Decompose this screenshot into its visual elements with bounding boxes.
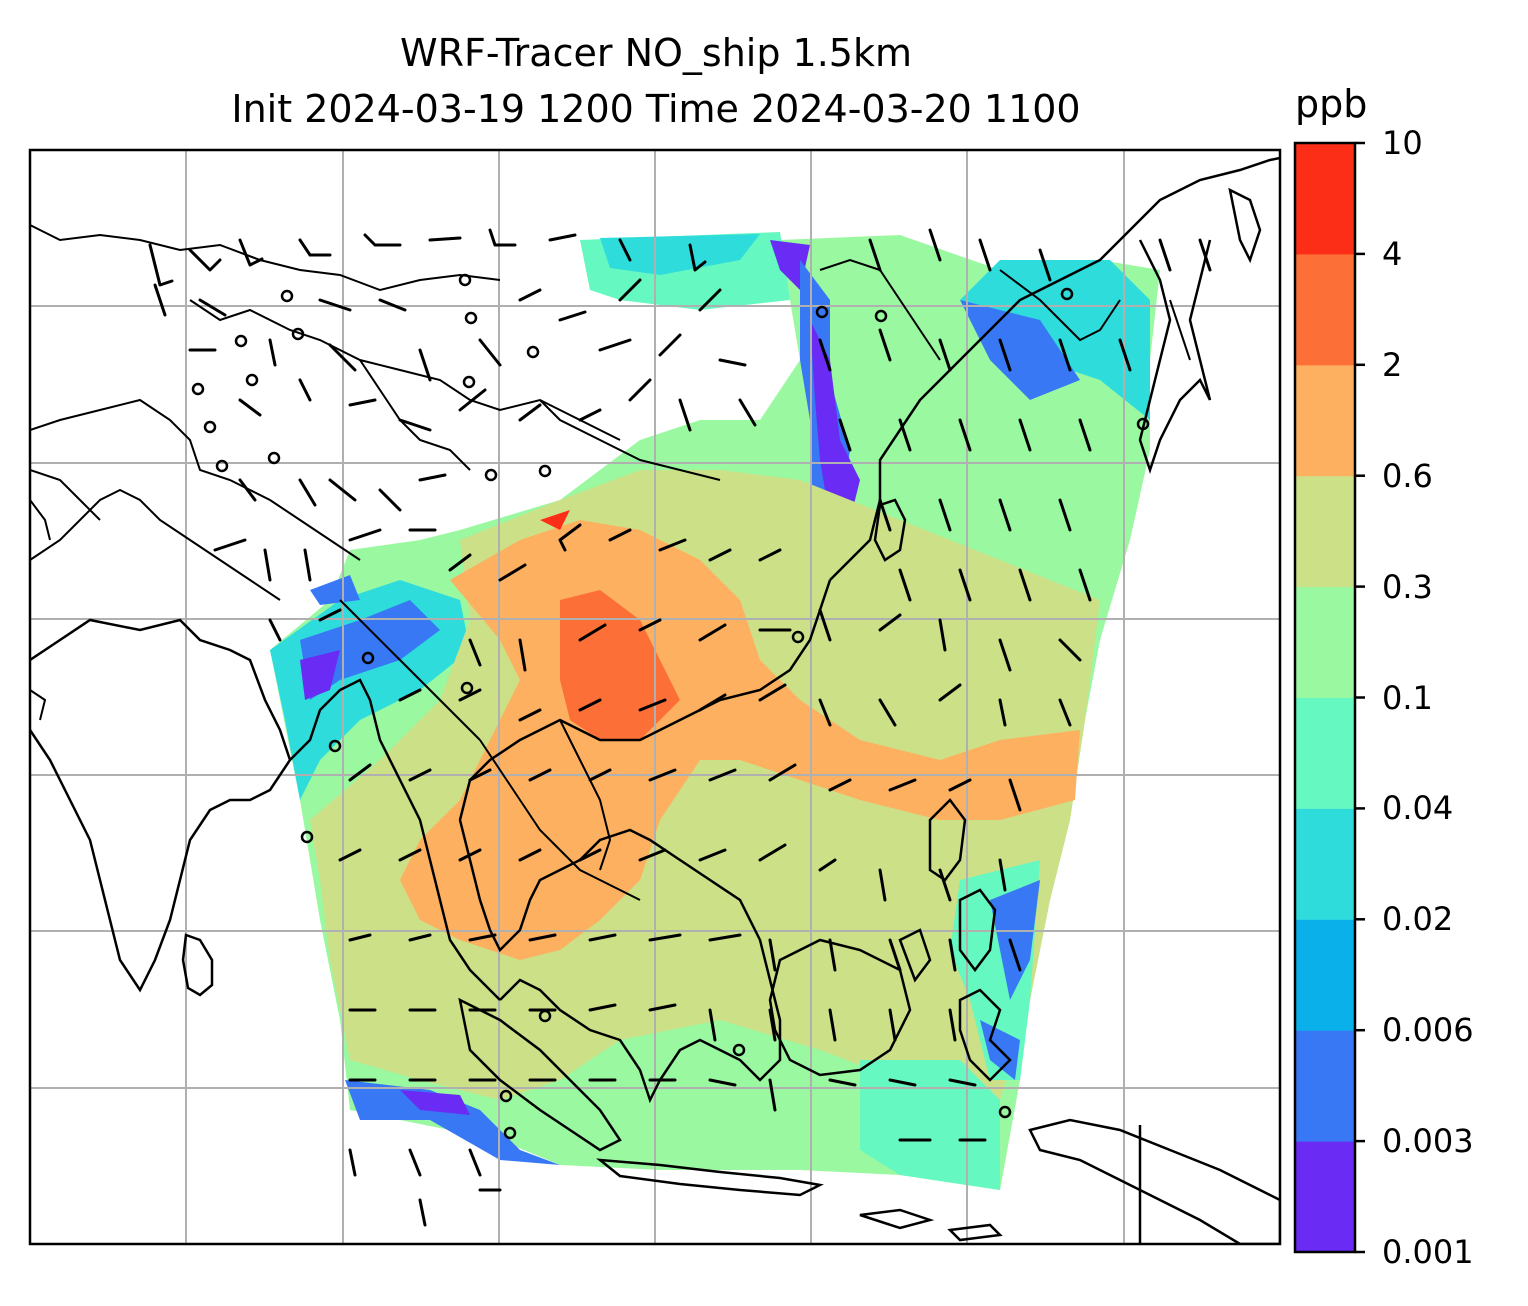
colorbar-tick-label: 0.003 [1382, 1122, 1474, 1161]
title-line-2: Init 2024-03-19 1200 Time 2024-03-20 110… [231, 87, 1081, 131]
colorbar-tick-label: 10 [1382, 124, 1423, 162]
colorbar-ticks [1355, 141, 1365, 1254]
colorbar-segment [1295, 586, 1355, 698]
title-line-1: WRF-Tracer NO_ship 1.5km [400, 31, 912, 75]
colorbar-segment [1295, 697, 1355, 809]
colorbar-tick-label: 0.1 [1382, 678, 1433, 717]
colorbar-tick-label: 0.02 [1382, 900, 1454, 939]
colorbar-segment [1295, 1030, 1355, 1142]
colorbar-tick-label: 4 [1382, 234, 1403, 273]
map-frame [28, 148, 1282, 1246]
colorbar-segment [1295, 919, 1355, 1031]
calm-wind-circles [191, 273, 1150, 1140]
colorbar-segment [1295, 808, 1355, 920]
colorbar-tick-label: 0.006 [1382, 1011, 1474, 1050]
colorbar-tick-label: 0.001 [1382, 1233, 1474, 1271]
colorbar-segment [1295, 475, 1355, 588]
colorbar-segment [1295, 253, 1355, 366]
wind-barbs [148, 228, 1212, 1227]
map-panel [30, 150, 1280, 1244]
colorbar-tick-label: 0.3 [1382, 567, 1433, 606]
country-borders [30, 224, 1191, 901]
colorbar-tick-label: 0.04 [1382, 789, 1454, 828]
coastlines [30, 156, 1280, 1244]
colorbar-segment [1295, 143, 1355, 255]
colorbar-tick-label: 2 [1382, 345, 1403, 384]
colorbar-segment [1295, 364, 1355, 477]
colorbar-unit-label: ppb [1295, 82, 1368, 126]
colorbar-tick-label: 0.6 [1382, 456, 1433, 495]
colorbar [1295, 143, 1355, 1253]
colorbar-segment [1295, 1141, 1355, 1253]
